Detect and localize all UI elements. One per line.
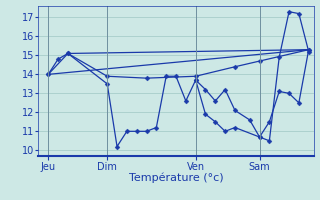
X-axis label: Température (°c): Température (°c) — [129, 173, 223, 183]
